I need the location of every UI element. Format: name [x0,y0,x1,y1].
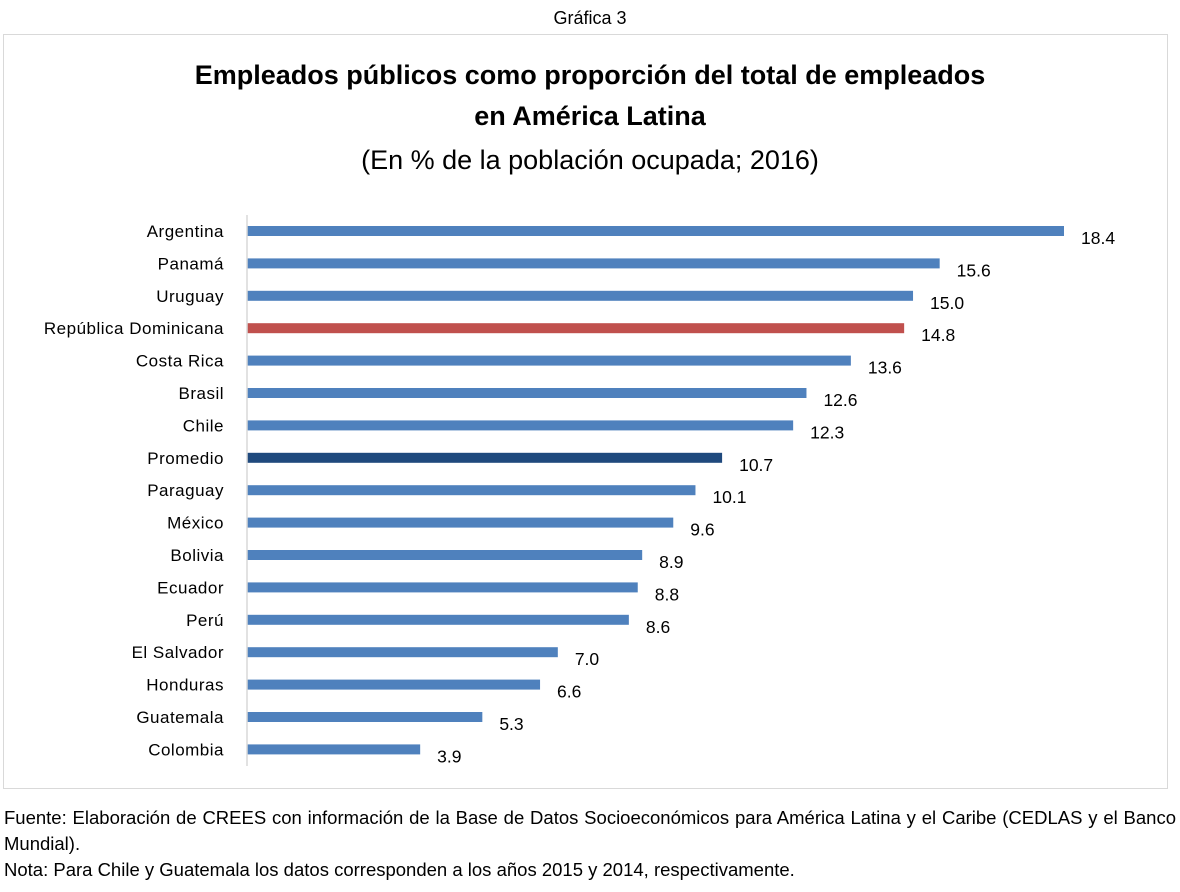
category-label: Guatemala [136,708,224,727]
data-label: 3.9 [437,746,461,766]
category-label: Brasil [178,384,224,403]
category-label: Bolivia [170,546,224,565]
source-note: Fuente: Elaboración de CREES con informa… [4,807,1176,854]
bar-el-salvador [247,647,558,658]
bar-chile [247,420,794,431]
category-label: México [167,514,224,533]
category-label: República Dominicana [44,319,224,338]
data-label: 7.0 [575,649,600,669]
data-label: 12.3 [810,422,844,442]
data-label: 10.7 [739,455,773,475]
category-label: Honduras [146,676,224,695]
chart-title-line-2: en América Latina [474,101,706,131]
data-label: 6.6 [557,682,581,702]
chart-subtitle: (En % de la población ocupada; 2016) [361,145,819,175]
category-label: Chile [183,416,224,435]
figure-caption: Gráfica 3 [553,8,627,28]
bar-perú [247,614,629,625]
chart-title-line-1: Empleados públicos como proporción del t… [194,60,986,90]
footnote: Nota: Para Chile y Guatemala los datos c… [4,859,795,880]
data-label: 8.9 [659,552,683,572]
category-label: Uruguay [156,287,224,306]
data-label: 8.8 [655,584,679,604]
category-label: Ecuador [157,578,224,597]
bar-brasil [247,388,807,398]
bar-honduras [247,679,541,690]
bar-república-dominicana [247,323,905,334]
bar-ecuador [247,582,638,593]
category-label: Promedio [147,449,224,468]
category-label: Perú [186,611,224,630]
bar-panamá [247,258,940,269]
data-label: 12.6 [823,390,857,410]
data-label: 13.6 [868,358,902,378]
bar-méxico [247,517,674,528]
category-label: El Salvador [132,643,224,662]
data-label: 15.6 [957,260,991,280]
bar-promedio [247,452,723,463]
category-label: Colombia [148,740,224,759]
data-label: 5.3 [499,714,523,734]
category-label: Panamá [158,254,224,273]
data-label: 15.0 [930,293,964,313]
data-label: 14.8 [921,325,955,345]
category-label: Costa Rica [136,352,224,371]
bar-argentina [247,226,1064,236]
category-label: Paraguay [147,481,224,500]
bar-paraguay [247,485,696,496]
data-label: 10.1 [712,487,746,507]
bar-colombia [247,744,421,755]
bar-uruguay [247,290,914,301]
data-label: 9.6 [690,520,714,540]
bar-bolivia [247,550,643,560]
bar-costa-rica [247,355,851,366]
bar-guatemala [247,712,483,722]
category-label: Argentina [147,222,224,241]
data-label: 18.4 [1081,228,1115,248]
chart-frame [3,34,1168,789]
data-label: 8.6 [646,617,670,637]
